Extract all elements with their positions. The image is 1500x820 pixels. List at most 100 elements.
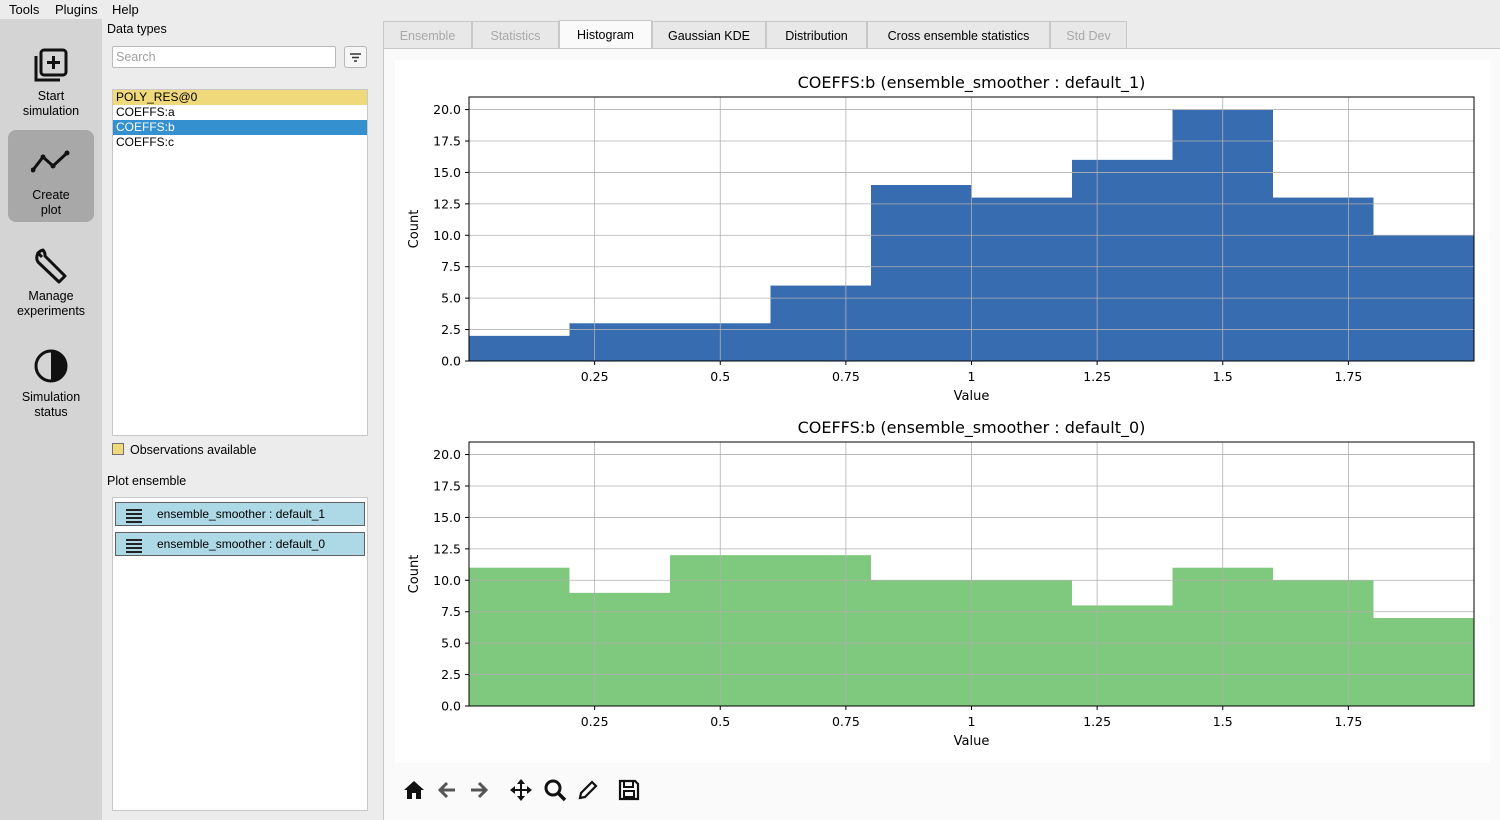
y-tick-label: 7.5 [441, 259, 461, 274]
search-input[interactable] [112, 46, 336, 68]
plot-toolbar [395, 772, 655, 808]
tab-ensemble: Ensemble [383, 21, 472, 49]
x-tick-label: 1 [968, 714, 976, 729]
create-plot-button[interactable]: Create plot [8, 130, 94, 222]
drag-handle-icon [126, 509, 142, 525]
histogram-bar [770, 285, 871, 361]
y-tick-label: 17.5 [433, 479, 461, 494]
y-tick-label: 12.5 [433, 541, 461, 556]
x-tick-label: 1.75 [1334, 369, 1362, 384]
histogram-bar [1373, 618, 1474, 706]
y-tick-label: 5.0 [441, 291, 461, 306]
simulation-status-label: Simulation status [21, 390, 81, 419]
data-types-label: Data types [107, 22, 167, 36]
forward-arrow-icon[interactable] [467, 778, 491, 802]
create-plot-label: Create plot [32, 188, 70, 217]
y-tick-label: 0.0 [441, 699, 461, 714]
histogram-bar [1072, 159, 1173, 361]
y-tick-label: 17.5 [433, 134, 461, 149]
plot-ensemble-list: ensemble_smoother : default_1 ensemble_s… [112, 497, 368, 811]
tab-histogram[interactable]: Histogram [559, 20, 652, 49]
histogram-bar [971, 197, 1072, 361]
histogram-bar [770, 555, 871, 706]
save-icon[interactable] [617, 778, 641, 802]
x-tick-label: 1.25 [1083, 369, 1111, 384]
x-axis-label: Value [954, 734, 990, 749]
line-chart-icon [31, 150, 70, 173]
y-axis-label: Count [407, 555, 422, 594]
y-tick-label: 5.0 [441, 636, 461, 651]
y-tick-label: 7.5 [441, 604, 461, 619]
wrench-icon [35, 248, 67, 284]
start-simulation-label: Start simulation [22, 89, 80, 118]
tab-std-dev: Std Dev [1050, 21, 1127, 49]
chart-title: COEFFS:b (ensemble_smoother : default_1) [798, 73, 1146, 93]
edit-icon[interactable] [576, 778, 600, 802]
y-tick-label: 15.0 [433, 510, 461, 525]
x-tick-label: 0.75 [832, 714, 860, 729]
data-types-list: POLY_RES@0 COEFFS:a COEFFS:b COEFFS:c [112, 89, 368, 436]
plot-canvas[interactable]: 0.25 0.5 0.75 1 1.25 1.5 1.75 0.0 2.5 5.0 7.5 10.0 1… [395, 60, 1490, 763]
start-simulation-button[interactable]: Start simulation [8, 31, 94, 123]
x-tick-label: 0.5 [710, 369, 730, 384]
list-item[interactable]: COEFFS:c [116, 135, 175, 149]
list-item[interactable]: POLY_RES@0 [113, 90, 367, 105]
x-tick-label: 0.75 [832, 369, 860, 384]
y-tick-label: 0.0 [441, 354, 461, 369]
filter-button[interactable] [344, 46, 367, 68]
histogram-bar [569, 323, 670, 361]
menu-help[interactable]: Help [112, 2, 139, 17]
histogram-bar [469, 567, 570, 706]
histogram-bar [1273, 197, 1374, 361]
y-tick-label: 10.0 [433, 573, 461, 588]
x-tick-label: 0.25 [581, 714, 609, 729]
plot-ensemble-label: Plot ensemble [107, 474, 187, 488]
add-box-icon [34, 48, 68, 82]
simulation-status-button[interactable]: Simulation status [8, 332, 94, 424]
y-tick-label: 2.5 [441, 667, 461, 682]
tab-gaussian-kde[interactable]: Gaussian KDE [652, 21, 766, 49]
tab-distribution[interactable]: Distribution [766, 21, 867, 49]
observations-label: Observations available [130, 443, 257, 457]
back-arrow-icon[interactable] [435, 778, 459, 802]
list-item[interactable]: COEFFS:b [113, 120, 367, 135]
x-tick-label: 1 [968, 369, 976, 384]
x-axis-label: Value [954, 389, 990, 404]
contrast-icon [34, 349, 68, 383]
ensemble-item[interactable]: ensemble_smoother : default_1 [115, 502, 365, 526]
manage-experiments-label: Manage experiments [16, 289, 86, 318]
observations-legend: Observations available [112, 443, 256, 457]
y-tick-label: 15.0 [433, 165, 461, 180]
histogram-bar [569, 592, 670, 706]
y-tick-label: 20.0 [433, 102, 461, 117]
x-tick-label: 0.5 [710, 714, 730, 729]
menu-tools[interactable]: Tools [9, 2, 40, 17]
list-item[interactable]: COEFFS:a [116, 105, 175, 119]
ensemble-item[interactable]: ensemble_smoother : default_0 [115, 532, 365, 556]
filter-icon [350, 53, 361, 62]
x-tick-label: 0.25 [581, 369, 609, 384]
tab-statistics: Statistics [472, 21, 559, 49]
histogram-bar [469, 335, 570, 361]
chart-title: COEFFS:b (ensemble_smoother : default_0) [798, 418, 1146, 438]
home-icon[interactable] [402, 778, 426, 802]
histogram-bar [1072, 605, 1173, 706]
observation-swatch [112, 443, 124, 455]
y-tick-label: 10.0 [433, 228, 461, 243]
x-tick-label: 1.5 [1213, 714, 1233, 729]
x-tick-label: 1.75 [1334, 714, 1362, 729]
y-tick-label: 2.5 [441, 322, 461, 337]
ensemble-item-label: ensemble_smoother : default_1 [157, 507, 326, 521]
y-axis-label: Count [407, 210, 422, 249]
y-tick-label: 12.5 [433, 196, 461, 211]
left-sidebar: Start simulation Create plot Manage expe… [0, 19, 102, 820]
ensemble-item-label: ensemble_smoother : default_0 [157, 537, 326, 551]
x-tick-label: 1.25 [1083, 714, 1111, 729]
pan-icon[interactable] [509, 778, 533, 802]
zoom-icon[interactable] [543, 778, 567, 802]
drag-handle-icon [126, 539, 142, 555]
manage-experiments-button[interactable]: Manage experiments [8, 231, 94, 323]
menu-plugins[interactable]: Plugins [55, 2, 98, 17]
histogram-bar [871, 185, 972, 361]
tab-cross-ensemble-statistics[interactable]: Cross ensemble statistics [867, 21, 1050, 49]
